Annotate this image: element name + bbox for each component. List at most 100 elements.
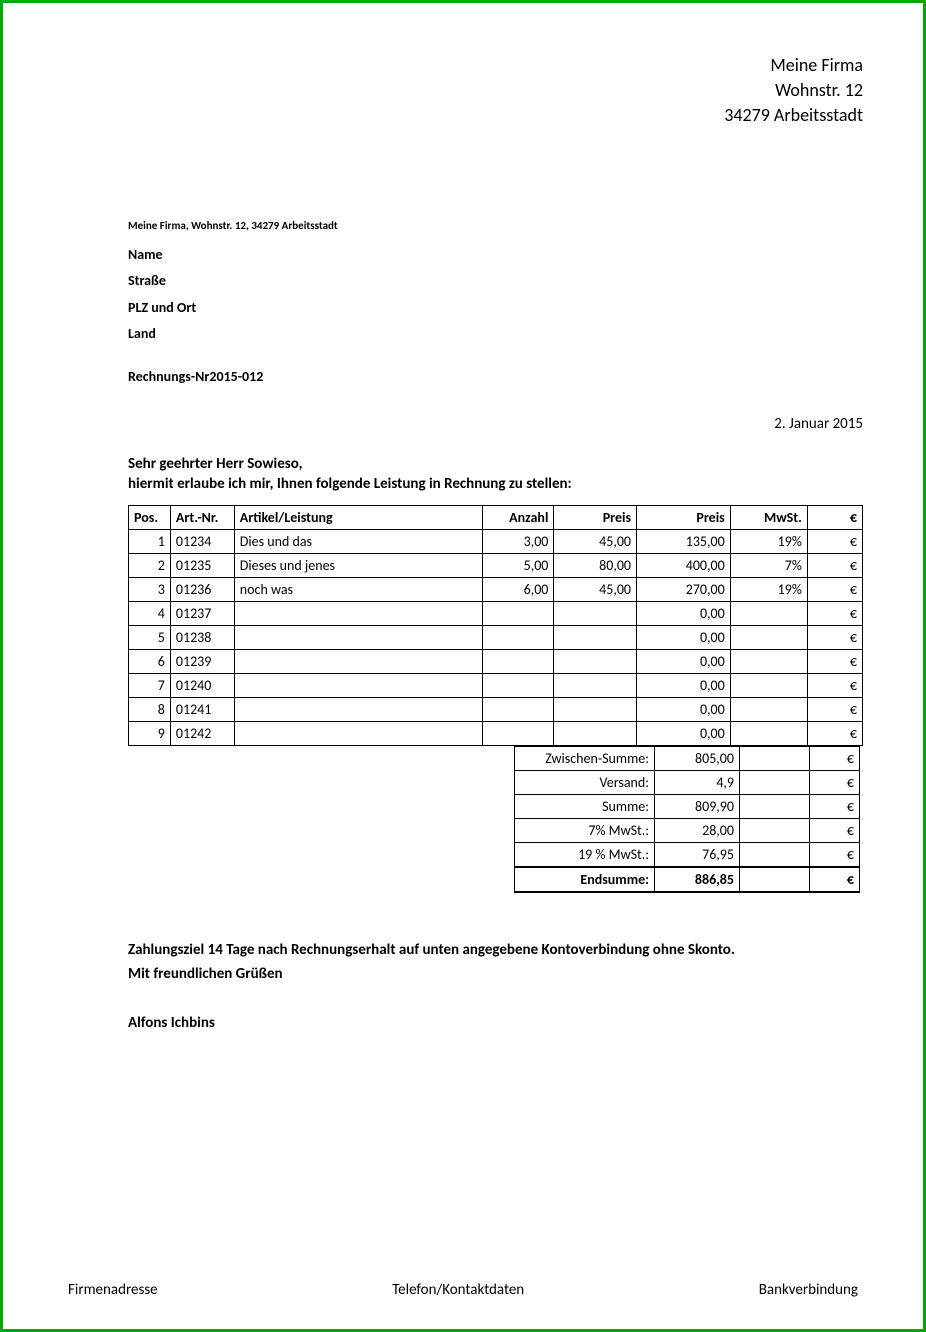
recipient-street: Straße — [128, 268, 863, 295]
summary-eur: € — [810, 747, 860, 771]
cell-vat — [730, 674, 807, 698]
cell-qty: 5,00 — [482, 554, 554, 578]
table-row: 6012390,00€ — [129, 650, 863, 674]
cell-pos: 9 — [129, 722, 171, 746]
table-row: 5012380,00€ — [129, 626, 863, 650]
cell-price: 0,00 — [637, 602, 731, 626]
cell-vat: 7% — [730, 554, 807, 578]
cell-desc: Dies und das — [234, 530, 482, 554]
cell-pos: 7 — [129, 674, 171, 698]
cell-desc: Dieses und jenes — [234, 554, 482, 578]
cell-unitprice — [554, 650, 637, 674]
th-pos: Pos. — [129, 506, 171, 530]
cell-eur: € — [807, 722, 862, 746]
cell-unitprice — [554, 698, 637, 722]
cell-eur: € — [807, 626, 862, 650]
summary-eur: € — [810, 819, 860, 843]
table-row: 201235Dieses und jenes5,0080,00400,007%€ — [129, 554, 863, 578]
cell-vat — [730, 626, 807, 650]
summary-spacer — [740, 819, 810, 843]
cell-price: 0,00 — [637, 698, 731, 722]
cell-price: 400,00 — [637, 554, 731, 578]
th-art: Art.-Nr. — [170, 506, 234, 530]
summary-eur: € — [810, 843, 860, 868]
cell-pos: 1 — [129, 530, 171, 554]
th-vat: MwSt. — [730, 506, 807, 530]
cell-pos: 8 — [129, 698, 171, 722]
summary-eur: € — [810, 867, 860, 892]
cell-price: 0,00 — [637, 674, 731, 698]
summary-value: 809,90 — [655, 795, 740, 819]
cell-eur: € — [807, 674, 862, 698]
summary-spacer — [740, 771, 810, 795]
cell-desc — [234, 674, 482, 698]
intro-text: hiermit erlaube ich mir, Ihnen folgende … — [128, 475, 863, 493]
summary-spacer — [740, 843, 810, 868]
table-row: 8012410,00€ — [129, 698, 863, 722]
summary-label: Summe: — [515, 795, 655, 819]
cell-qty — [482, 698, 554, 722]
summary-value: 4,9 — [655, 771, 740, 795]
recipient-block: Name Straße PLZ und Ort Land — [128, 242, 863, 348]
cell-unitprice — [554, 626, 637, 650]
cell-art: 01237 — [170, 602, 234, 626]
cell-unitprice — [554, 602, 637, 626]
th-qty: Anzahl — [482, 506, 554, 530]
cell-desc — [234, 698, 482, 722]
invoice-number: Rechnungs-Nr2015-012 — [128, 368, 863, 385]
summary-row: Endsumme:886,85€ — [515, 867, 860, 892]
cell-qty — [482, 674, 554, 698]
cell-vat — [730, 722, 807, 746]
signature: Alfons Ichbins — [128, 1014, 863, 1032]
summary-eur: € — [810, 771, 860, 795]
cell-eur: € — [807, 554, 862, 578]
cell-art: 01235 — [170, 554, 234, 578]
summary-row: Versand:4,9 € — [515, 771, 860, 795]
recipient-name: Name — [128, 242, 863, 269]
table-row: 301236noch was6,0045,00270,0019%€ — [129, 578, 863, 602]
invoice-date: 2. Januar 2015 — [63, 415, 863, 433]
cell-qty — [482, 626, 554, 650]
cell-unitprice — [554, 674, 637, 698]
summary-value: 886,85 — [655, 867, 740, 892]
cell-unitprice: 80,00 — [554, 554, 637, 578]
cell-eur: € — [807, 698, 862, 722]
cell-qty — [482, 650, 554, 674]
cell-pos: 2 — [129, 554, 171, 578]
cell-price: 270,00 — [637, 578, 731, 602]
summary-eur: € — [810, 795, 860, 819]
summary-row: Zwischen-Summe:805,00€ — [515, 747, 860, 771]
sender-line: Meine Firma, Wohnstr. 12, 34279 Arbeitss… — [128, 219, 863, 232]
th-price: Preis — [637, 506, 731, 530]
cell-qty — [482, 722, 554, 746]
summary-spacer — [740, 867, 810, 892]
summary-row: 7% MwSt.:28,00€ — [515, 819, 860, 843]
cell-qty: 3,00 — [482, 530, 554, 554]
summary-table: Zwischen-Summe:805,00€Versand:4,9€Summe:… — [514, 746, 860, 893]
cell-unitprice — [554, 722, 637, 746]
company-header: Meine Firma Wohnstr. 12 34279 Arbeitssta… — [63, 53, 863, 129]
cell-art: 01234 — [170, 530, 234, 554]
footer: Firmenadresse Telefon/Kontaktdaten Bankv… — [68, 1281, 858, 1299]
cell-desc — [234, 650, 482, 674]
table-row: 9012420,00€ — [129, 722, 863, 746]
summary-row: Summe:809,90 € — [515, 795, 860, 819]
summary-label: 19 % MwSt.: — [515, 843, 655, 868]
cell-price: 0,00 — [637, 722, 731, 746]
cell-vat — [730, 698, 807, 722]
cell-desc — [234, 626, 482, 650]
cell-unitprice: 45,00 — [554, 530, 637, 554]
cell-price: 0,00 — [637, 650, 731, 674]
cell-art: 01236 — [170, 578, 234, 602]
summary-label: 7% MwSt.: — [515, 819, 655, 843]
cell-qty — [482, 602, 554, 626]
invoice-no-label: Rechnungs-Nr — [128, 368, 209, 385]
cell-eur: € — [807, 530, 862, 554]
cell-eur: € — [807, 578, 862, 602]
invoice-page: Meine Firma Wohnstr. 12 34279 Arbeitssta… — [3, 3, 923, 1329]
summary-label: Versand: — [515, 771, 655, 795]
cell-vat: 19% — [730, 530, 807, 554]
cell-desc — [234, 602, 482, 626]
footer-bank: Bankverbindung — [759, 1281, 858, 1299]
footer-contact: Telefon/Kontaktdaten — [392, 1281, 524, 1299]
